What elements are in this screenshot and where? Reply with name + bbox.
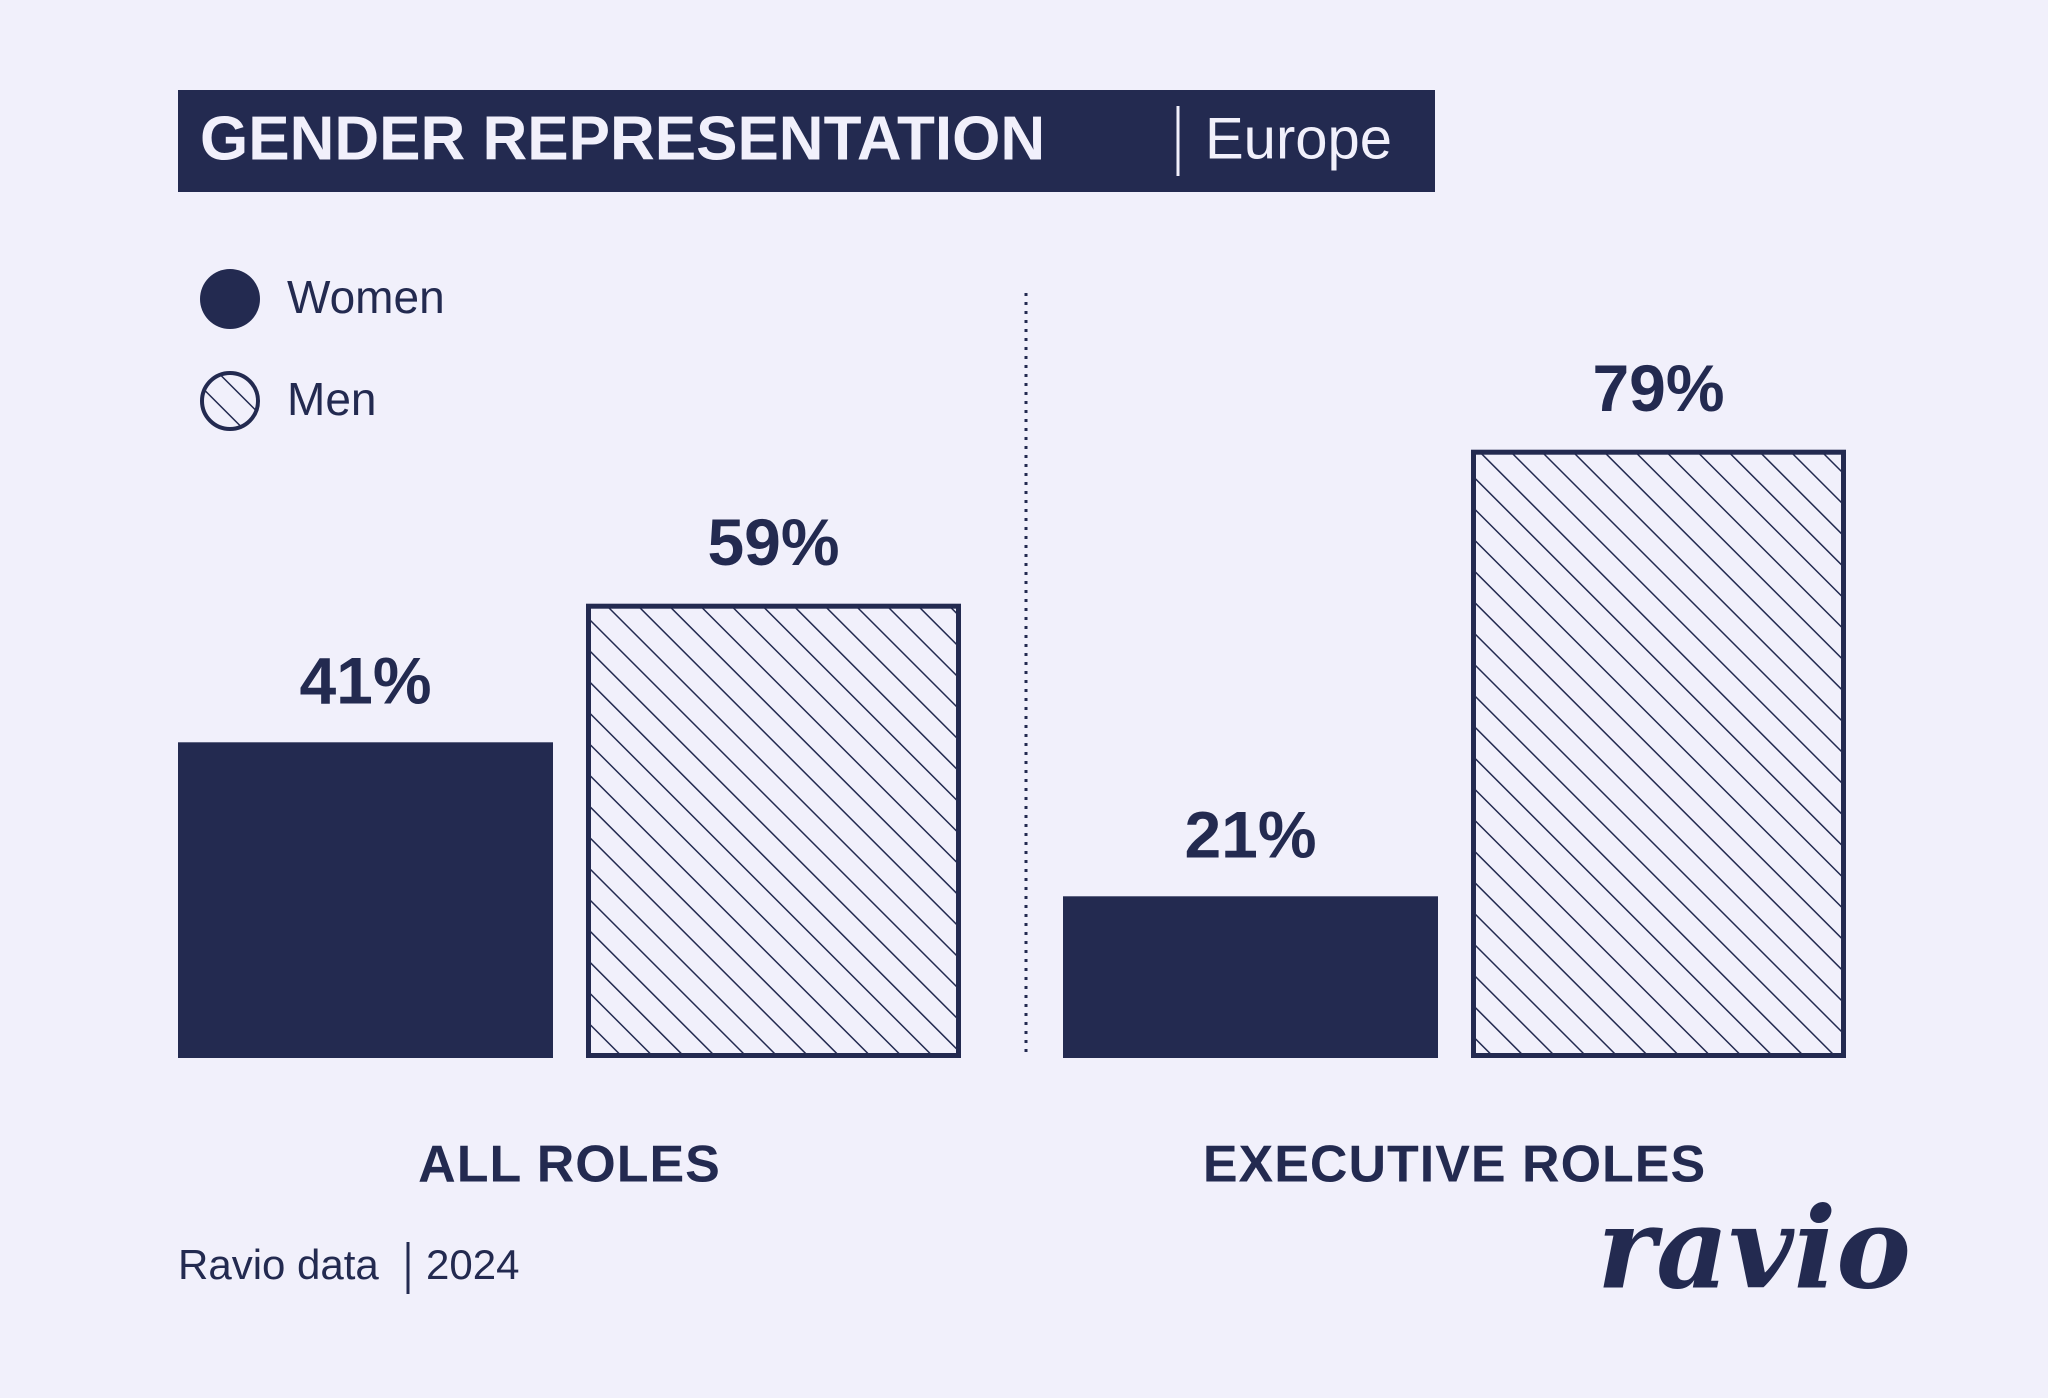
legend-swatch bbox=[200, 269, 260, 329]
brand-logo: ravio bbox=[1597, 1183, 1911, 1314]
year: 2024 bbox=[426, 1241, 519, 1288]
x-tick-label: ALL ROLES bbox=[418, 1136, 721, 1194]
value-label: 41% bbox=[299, 644, 431, 718]
title-box bbox=[178, 90, 1435, 192]
chart-subtitle: Europe bbox=[1205, 106, 1392, 171]
bar bbox=[178, 742, 553, 1058]
legend-label: Men bbox=[287, 373, 376, 425]
legend-label: Women bbox=[287, 271, 445, 323]
x-tick-label: EXECUTIVE ROLES bbox=[1203, 1136, 1706, 1194]
value-label: 21% bbox=[1184, 798, 1316, 872]
value-label: 59% bbox=[707, 505, 839, 579]
value-label: 79% bbox=[1592, 351, 1724, 425]
chart-title: GENDER REPRESENTATION bbox=[200, 104, 1045, 173]
source: Ravio data bbox=[178, 1241, 379, 1288]
bar bbox=[1063, 896, 1438, 1058]
bar bbox=[586, 603, 961, 1058]
bar bbox=[1471, 449, 1846, 1058]
legend-swatch bbox=[200, 371, 260, 431]
